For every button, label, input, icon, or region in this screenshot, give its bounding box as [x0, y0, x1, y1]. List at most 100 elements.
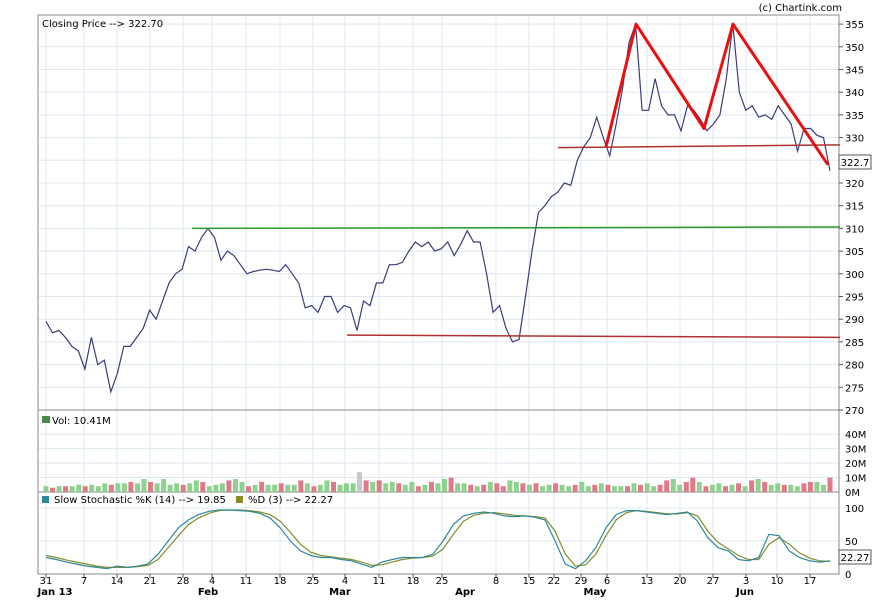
volume-bar	[102, 483, 108, 492]
volume-bar	[154, 483, 160, 492]
volume-bar	[363, 480, 369, 492]
volume-bar	[357, 471, 363, 492]
price-tick-label: 295	[845, 292, 864, 303]
volume-bar	[415, 486, 421, 492]
volume-bar	[331, 481, 336, 492]
axes: 2702752802852902953003053103153203253303…	[37, 20, 867, 598]
x-tick-label: 28	[177, 576, 190, 587]
volume-bar	[128, 481, 134, 492]
volume-bar	[579, 481, 585, 492]
volume-bar	[121, 483, 127, 492]
volume-bar	[481, 484, 487, 492]
volume-bars	[43, 471, 833, 492]
x-tick-label: 25	[307, 576, 320, 587]
month-label: May	[584, 587, 607, 598]
month-label: Jun	[735, 587, 754, 598]
volume-bar	[664, 480, 670, 492]
volume-bar	[304, 483, 310, 492]
stochastic-series	[45, 509, 831, 570]
x-tick-label: 11	[240, 576, 253, 587]
x-tick-label: 20	[674, 576, 687, 587]
month-label: Apr	[455, 587, 475, 598]
volume-bar	[161, 479, 167, 492]
volume-bar	[520, 483, 526, 492]
d-legend-swatch	[236, 496, 243, 503]
volume-bar	[559, 484, 565, 492]
volume-bar	[762, 481, 768, 492]
volume-tick-label: 40M	[845, 430, 866, 441]
volume-bar	[115, 483, 121, 492]
volume-bar	[135, 483, 140, 492]
volume-bar	[533, 483, 539, 492]
x-tick-label: 15	[523, 576, 536, 587]
volume-bar	[703, 486, 709, 492]
volume-bar	[246, 486, 251, 492]
volume-bar	[435, 483, 441, 492]
x-tick-label: 3	[743, 576, 749, 587]
volume-bar	[807, 481, 813, 492]
volume-bar	[677, 484, 683, 492]
closing-price-line	[45, 23, 831, 395]
volume-bar	[775, 483, 781, 492]
volume-bar	[736, 483, 741, 492]
volume-bar	[461, 483, 467, 492]
price-tick-label: 290	[845, 315, 864, 326]
volume-bar	[69, 486, 75, 492]
stoch-tick-label: 100	[845, 504, 864, 515]
volume-bar	[709, 484, 715, 492]
price-tick-label: 335	[845, 111, 864, 122]
volume-bar	[683, 481, 689, 492]
volume-bar	[409, 481, 415, 492]
volume-bar	[213, 484, 219, 492]
x-tick-label: 6	[604, 576, 610, 587]
last-stoch-box	[838, 549, 872, 565]
volume-bar	[442, 479, 447, 492]
volume-bar	[187, 483, 193, 492]
trend-line	[557, 144, 841, 149]
stoch-tick-label: 0	[845, 570, 851, 581]
volume-legend-value: 10.41M	[74, 416, 111, 427]
volume-bar	[259, 481, 265, 492]
volume-bar	[801, 483, 807, 492]
x-tick-label: 25	[436, 576, 449, 587]
price-series	[45, 23, 831, 395]
volume-bar	[141, 479, 147, 492]
trend-line	[346, 334, 841, 339]
x-tick-label: 21	[144, 576, 157, 587]
volume-bar	[252, 484, 258, 492]
x-tick-label: 18	[274, 576, 287, 587]
month-label: Mar	[329, 587, 351, 598]
volume-bar	[56, 486, 62, 492]
volume-bar	[468, 484, 474, 492]
volume-bar	[376, 480, 382, 492]
volume-bar	[63, 486, 69, 492]
price-tick-label: 355	[845, 20, 864, 31]
volume-bar	[278, 483, 284, 492]
price-tick-label: 340	[845, 88, 864, 99]
volume-bar	[285, 484, 291, 492]
volume-bar	[507, 480, 513, 492]
price-tick-label: 345	[845, 65, 864, 76]
x-tick-label: 14	[111, 576, 124, 587]
volume-bar	[174, 483, 180, 492]
stoch-k-line	[45, 509, 831, 570]
price-tick-label: 285	[845, 338, 864, 349]
volume-bar	[768, 484, 774, 492]
x-tick-label: 4	[209, 576, 215, 587]
d-legend-value: 22.27	[305, 495, 334, 506]
price-tick-label: 315	[845, 202, 864, 213]
volume-bar	[611, 486, 617, 492]
k-legend-label: Slow Stochastic %K (14) -->	[54, 495, 194, 506]
volume-bar	[546, 484, 552, 492]
volume-bar	[572, 484, 578, 492]
volume-bar	[219, 483, 225, 492]
volume-bar	[167, 484, 173, 492]
volume-bar	[311, 486, 317, 492]
volume-bar	[298, 480, 304, 492]
volume-bar	[513, 481, 519, 492]
volume-bar	[527, 484, 532, 492]
volume-bar	[291, 484, 297, 492]
volume-bar	[95, 486, 101, 492]
x-tick-label: 11	[373, 576, 386, 587]
price-legend-label: Closing Price -->	[42, 19, 125, 30]
